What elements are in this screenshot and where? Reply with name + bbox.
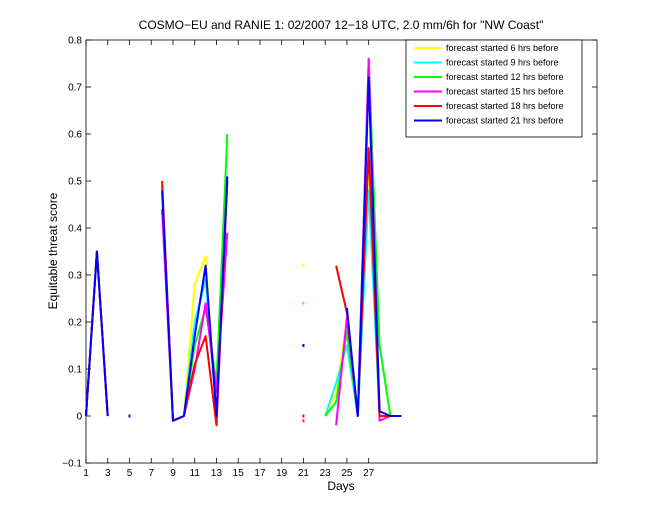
legend-entry: forecast started 6 hrs before: [446, 43, 559, 53]
series-line: [345, 76, 402, 417]
x-tick-label: 7: [148, 468, 154, 479]
legend: forecast started 6 hrs before forecast st…: [405, 39, 583, 138]
x-tick-label: 21: [298, 468, 310, 479]
legend-entry: forecast started 18 hrs before: [446, 101, 564, 111]
x-tick-label: 23: [320, 468, 332, 479]
x-tick-label: 9: [170, 468, 176, 479]
legend-entry: forecast started 15 hrs before: [446, 87, 564, 97]
y-tick-label: 0.2: [68, 318, 82, 329]
y-tick-label: 0.6: [68, 130, 82, 141]
y-tick-label: 0.3: [68, 271, 82, 282]
series-line: [85, 250, 109, 417]
legend-entry: forecast started 9 hrs before: [446, 58, 559, 68]
x-tick-label: 17: [254, 468, 266, 479]
y-tick-label: −0.1: [62, 459, 82, 470]
y-axis-label: Equitable threat score: [46, 192, 60, 309]
x-tick-label: 27: [363, 468, 375, 479]
y-tick-label: 0.1: [68, 365, 82, 376]
y-tick-label: 0: [76, 412, 82, 423]
series-line: [161, 176, 229, 422]
y-tick-label: 0.5: [68, 177, 82, 188]
y-axis: −0.1 0 0.1 0.2 0.3 0.4 0.5 0.6 0.7 0.8: [62, 36, 597, 470]
x-tick-label: 15: [233, 468, 245, 479]
x-tick-label: 3: [105, 468, 111, 479]
x-tick-label: 19: [276, 468, 288, 479]
x-tick-label: 1: [83, 468, 89, 479]
x-tick-label: 25: [341, 468, 353, 479]
x-tick-label: 11: [190, 468, 201, 479]
y-tick-label: 0.8: [68, 36, 82, 47]
series-layer: [85, 57, 402, 427]
x-axis-label: Days: [327, 479, 354, 493]
legend-entry: forecast started 12 hrs before: [446, 72, 564, 82]
y-tick-label: 0.7: [68, 83, 82, 94]
x-tick-label: 13: [211, 468, 223, 479]
y-tick-label: 0.4: [68, 224, 82, 235]
legend-entry: forecast started 21 hrs before: [446, 116, 564, 126]
x-axis: 1 3 5 7 9 11 13 15 17 19 21 23 25 27: [83, 40, 375, 479]
x-tick-label: 5: [127, 468, 133, 479]
series-6: [85, 76, 402, 422]
chart-title: COSMO−EU and RANIE 1: 02/2007 12−18 UTC,…: [139, 18, 544, 32]
